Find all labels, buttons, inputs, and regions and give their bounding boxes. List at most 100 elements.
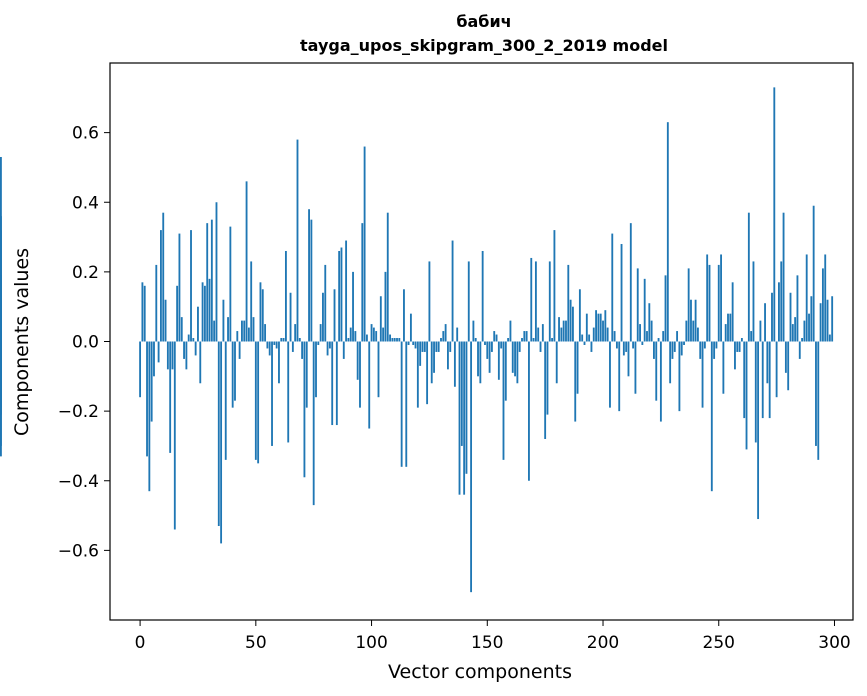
bar: [224, 341, 227, 460]
bar: [361, 223, 364, 342]
bar: [206, 223, 209, 342]
bar: [780, 261, 783, 342]
bar: [773, 87, 776, 342]
bar: [706, 254, 709, 342]
bar: [155, 264, 158, 342]
bar: [460, 341, 463, 446]
bar: [597, 313, 600, 342]
bar-series: [0, 87, 834, 593]
bar: [775, 341, 778, 398]
bar: [558, 317, 560, 342]
bar: [592, 327, 595, 342]
bar: [752, 261, 755, 342]
bar: [729, 313, 732, 342]
bar: [613, 331, 616, 342]
bar: [409, 313, 412, 342]
bar: [305, 341, 308, 408]
bar: [298, 338, 301, 342]
bar: [363, 146, 366, 342]
bar: [759, 320, 762, 342]
bar: [798, 341, 801, 359]
bar: [514, 341, 516, 377]
bar: [493, 331, 496, 342]
bar: [0, 275, 2, 342]
bar: [143, 285, 146, 342]
bar: [368, 341, 371, 429]
bar: [569, 299, 572, 342]
bar: [650, 320, 653, 342]
bar: [289, 292, 292, 342]
bar: [259, 282, 262, 342]
bar: [574, 341, 577, 422]
bar: [565, 320, 567, 342]
bar: [319, 324, 322, 342]
bar: [690, 299, 692, 342]
bar: [618, 341, 621, 412]
bar: [620, 244, 623, 342]
bar: [472, 320, 475, 342]
bar: [713, 341, 716, 359]
bar: [578, 289, 581, 342]
bar: [342, 341, 345, 359]
chart-subtitle: tayga_upos_skipgram_300_2_2019 model: [300, 36, 668, 55]
bar: [771, 292, 773, 342]
bar: [532, 338, 535, 342]
y-tick-label: 0.2: [72, 263, 99, 283]
bar: [673, 341, 676, 352]
bar: [444, 324, 447, 342]
bar: [354, 331, 357, 342]
bar: [213, 320, 216, 342]
bar: [252, 317, 255, 342]
bar: [340, 247, 343, 342]
bar: [599, 313, 602, 342]
bar: [185, 341, 188, 370]
bar: [486, 341, 489, 359]
bar: [405, 341, 408, 467]
bar: [502, 341, 505, 460]
bar: [236, 331, 239, 342]
bar: [819, 303, 822, 342]
bar: [264, 324, 267, 342]
bar: [516, 341, 519, 384]
bar: [634, 341, 637, 394]
bar: [828, 334, 831, 342]
bar: [416, 341, 419, 408]
bar: [643, 278, 646, 342]
bar: [266, 341, 269, 349]
bar: [676, 331, 679, 342]
bar: [521, 338, 523, 342]
bar: [148, 341, 151, 492]
bar: [273, 341, 276, 345]
bar: [567, 264, 570, 342]
bar: [173, 341, 176, 530]
bar: [257, 341, 260, 464]
y-tick-label: −0.4: [58, 472, 99, 492]
bar: [537, 327, 540, 342]
bar: [349, 327, 352, 342]
bar: [604, 310, 607, 342]
bar: [671, 341, 674, 359]
bar: [511, 341, 514, 373]
bar: [757, 341, 760, 520]
bar: [178, 233, 181, 342]
bar: [352, 271, 354, 342]
bar: [386, 212, 389, 342]
bar: [412, 341, 415, 345]
bar: [389, 334, 391, 342]
y-tick-label: 0.0: [72, 333, 99, 353]
bar: [458, 341, 461, 495]
bar: [359, 341, 361, 408]
bar: [384, 271, 387, 342]
bar: [636, 268, 639, 342]
bar: [585, 313, 588, 342]
y-axis-label: Components values: [11, 248, 33, 436]
bar: [192, 338, 195, 342]
bar: [782, 212, 785, 342]
bar: [338, 250, 341, 342]
bar: [426, 341, 429, 405]
bar: [497, 341, 500, 380]
bar: [315, 341, 317, 398]
bar: [435, 341, 438, 352]
bar: [551, 338, 554, 342]
bar: [317, 341, 320, 345]
